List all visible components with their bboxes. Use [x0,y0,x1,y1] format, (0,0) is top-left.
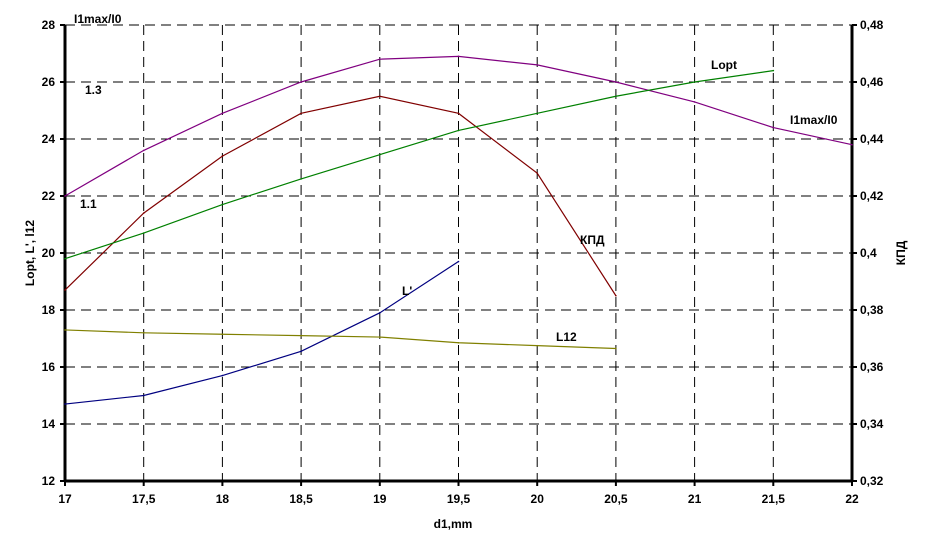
data-point [457,112,460,115]
y-tick-label: 20 [42,246,56,260]
data-point [615,294,617,297]
x-tick-label: 19,5 [447,492,471,506]
data-point [379,336,381,338]
data-point [221,203,224,206]
data-point [536,112,538,115]
y-tick-label: 16 [42,360,56,374]
data-point [221,155,224,157]
data-point [142,212,145,214]
data-point [457,129,460,132]
grid [65,24,852,481]
data-point [64,257,66,260]
data-point [142,332,145,334]
data-point [615,95,617,98]
data-point [536,64,538,66]
data-point [64,195,66,197]
data-point [693,81,696,83]
data-point [221,112,224,115]
series-label-i1max: I1max/I0 [790,113,838,127]
data-point [379,58,381,60]
data-point [379,312,381,314]
i1-tick-high: 1.3 [85,83,102,97]
i1-tick-low: 1.1 [80,197,97,211]
x-tick-label: 21,5 [762,492,786,506]
x-tick-label: 18,5 [289,492,313,506]
y-tick-label: 24 [42,132,56,146]
data-point [379,153,381,156]
y2-tick-label: 0,44 [860,132,884,146]
x-tick-label: 22 [845,492,859,506]
x-tick-label: 21 [688,492,702,506]
y-tick-label: 28 [42,18,56,32]
series-line-1 [64,95,617,297]
x-tick-label: 20,5 [604,492,628,506]
data-point [221,374,224,377]
y2-tick-label: 0,32 [860,474,884,488]
axes: 17 17,5 18 18,5 19 19,5 20 20,5 21 21,5 22 12 0,32 14… [42,18,884,506]
y2-axis-title: КПД [894,240,908,265]
data-point [615,347,617,350]
series-line-4 [64,329,616,350]
y-tick-label: 14 [42,417,56,431]
series-line-3 [64,261,459,405]
data-point [379,95,381,98]
x-tick-label: 17,5 [132,492,156,506]
y-tick-label: 18 [42,303,56,317]
y2-tick-label: 0,42 [860,189,884,203]
series-label-l12: L12 [556,330,577,344]
data-point [457,55,460,58]
data-point [536,344,538,347]
series-label-lopt: Lopt [711,58,737,72]
data-point [142,394,145,397]
x-tick-label: 20 [531,492,545,506]
y-tick-label: 12 [42,474,56,488]
labels: d1,mm Lopt, L', l12 КПД I1max/I0 1.3 1.1… [23,12,908,531]
y-tick-label: 22 [42,189,56,203]
x-axis-title: d1,mm [434,517,473,531]
data-point [300,178,302,180]
data-point [851,143,853,146]
x-tick-label: 19 [373,492,387,506]
series-line-2 [64,70,774,260]
data-point [64,403,66,405]
data-point [457,260,460,263]
y2-tick-label: 0,38 [860,303,884,317]
data-point [64,289,66,291]
x-tick-label: 18 [216,492,230,506]
data-point [300,81,302,83]
data-point [693,101,696,103]
data-point [142,232,145,234]
data-point [457,341,460,344]
y2-tick-label: 0,36 [860,360,884,374]
y2-tick-label: 0,34 [860,417,884,431]
y2-tick-label: 0,46 [860,75,884,89]
series-label-l-prime: L' [402,284,412,298]
data-point [142,149,145,152]
y2-tick-label: 0,48 [860,18,884,32]
data-point [536,172,538,174]
series-group [64,55,853,405]
data-point [221,333,224,336]
i1-axis-title: I1max/I0 [74,12,122,26]
data-point [615,81,617,83]
y-tick-label: 26 [42,75,56,89]
x-tick-label: 17 [58,492,72,506]
data-point [772,126,775,129]
data-point [772,69,775,72]
y2-tick-label: 0,4 [860,246,877,260]
data-point [300,334,302,337]
data-point [300,112,302,115]
data-point [300,350,302,353]
data-point [64,329,66,331]
series-label-kpd: КПД [580,233,605,247]
y-axis-title: Lopt, L', l12 [23,220,37,287]
